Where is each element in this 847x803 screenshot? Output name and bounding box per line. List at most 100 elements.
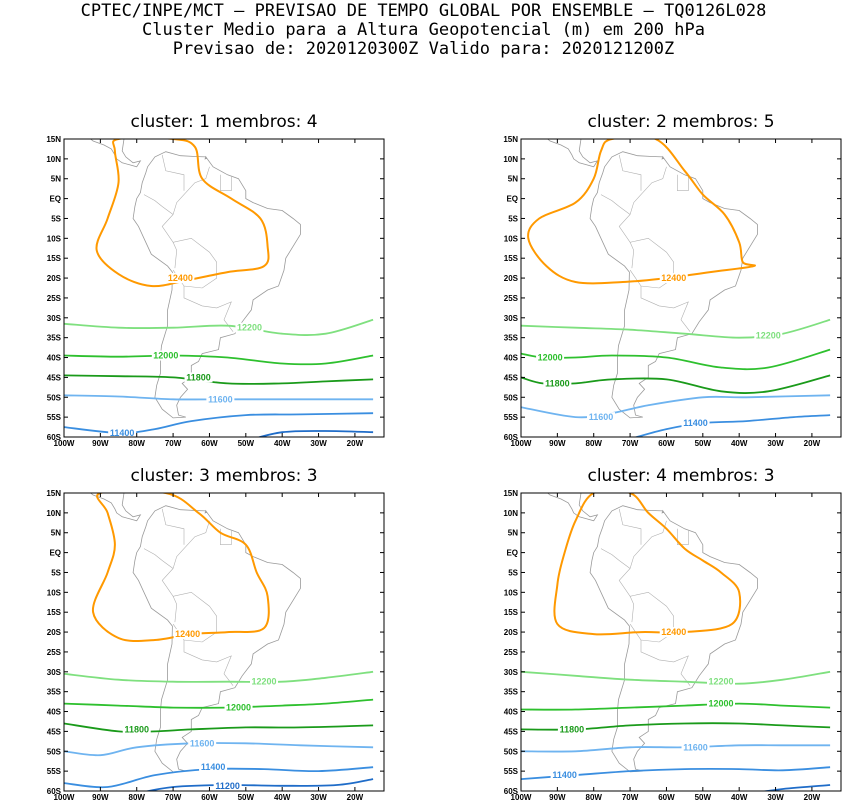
lat-label: 15S (504, 254, 519, 263)
contour-label-12000: 12000 (538, 353, 563, 363)
lon-label: 60W (658, 439, 675, 448)
lat-label: 60S (504, 433, 519, 442)
country-border (161, 154, 185, 191)
lon-label: 30W (310, 793, 327, 802)
lat-label: 5S (51, 568, 61, 577)
lon-label: 100W (54, 793, 75, 802)
contour-label-bg (250, 676, 278, 687)
lat-label: 35S (47, 688, 62, 697)
contour-label-11600: 11600 (683, 742, 708, 752)
lat-label: 45S (504, 727, 519, 736)
country-border (172, 596, 178, 623)
lon-label: 40W (731, 439, 748, 448)
lat-label: 30S (504, 668, 519, 677)
coastline-south-america (132, 505, 301, 773)
lat-label: 35S (47, 334, 62, 343)
contour-label-bg (707, 676, 735, 687)
contour-label-12000: 12000 (708, 699, 733, 709)
contour-label-bg (707, 698, 735, 709)
contour-label-11600: 11600 (190, 738, 215, 748)
lat-label: 60S (47, 433, 62, 442)
contour-label-12400: 12400 (175, 629, 200, 639)
island-outline (204, 155, 208, 160)
country-border (143, 194, 174, 215)
contour-label-bg (235, 322, 264, 333)
lon-label: 100W (54, 439, 75, 448)
contour-label-bg (681, 418, 710, 429)
lat-label: EQ (49, 549, 61, 558)
lon-label: 70W (165, 793, 182, 802)
contour-label-bg (188, 738, 217, 749)
lon-label: 80W (586, 439, 603, 448)
contour-line-12200 (64, 670, 374, 683)
contour-label-11400: 11400 (110, 428, 135, 438)
map-frame (520, 138, 842, 438)
contour-label-bg (536, 352, 565, 363)
lat-label: 50S (47, 393, 62, 402)
contour-label-bg (587, 412, 615, 423)
panel-title-cluster-2: cluster: 2 membros: 5 (587, 112, 775, 132)
contour-label-bg (659, 273, 688, 284)
lon-label: 50W (695, 439, 712, 448)
coastline-south-america (589, 505, 758, 773)
lon-label: 90W (92, 793, 109, 802)
lon-label: 30W (767, 793, 784, 802)
lon-label: 70W (165, 439, 182, 448)
lat-label: 15N (503, 489, 518, 498)
lat-label: EQ (49, 195, 61, 204)
island-outline (661, 509, 665, 514)
lat-label: 50S (47, 747, 62, 756)
lat-label: 25S (47, 648, 62, 657)
country-border (640, 286, 691, 332)
lat-label: 40S (504, 354, 519, 363)
island-outline (616, 475, 636, 482)
country-border (161, 508, 185, 545)
lon-label: 70W (622, 439, 639, 448)
contour-label-bg (199, 762, 228, 773)
lat-label: 10S (504, 234, 519, 243)
contour-label-12400: 12400 (661, 273, 686, 283)
coastline-south-america (132, 151, 301, 419)
country-border (677, 528, 689, 545)
lat-label: 10S (47, 234, 62, 243)
lon-label: 80W (129, 439, 146, 448)
contour-label-11800: 11800 (186, 372, 211, 382)
lat-label: 45S (504, 373, 519, 382)
lat-label: 10S (47, 588, 62, 597)
contour-label-bg (550, 770, 579, 781)
country-border (629, 596, 635, 623)
contour-line-12200 (521, 318, 831, 339)
coastline-central-america (90, 493, 142, 522)
contour-line-11800 (64, 722, 374, 733)
contour-label-11400: 11400 (201, 762, 226, 772)
country-border (220, 174, 232, 191)
contour-label-12200: 12200 (251, 677, 276, 687)
panel-title-cluster-4: cluster: 4 membros: 3 (587, 466, 775, 486)
contour-label-12200: 12200 (756, 331, 781, 341)
contour-label-11600: 11600 (208, 394, 233, 404)
lat-label: 20S (47, 274, 62, 283)
lat-label: 15S (47, 254, 62, 263)
contour-line-11800 (64, 374, 374, 385)
lat-label: 20S (504, 274, 519, 283)
lat-label: 55S (47, 413, 62, 422)
lat-label: 10N (503, 509, 518, 518)
lon-label: 50W (695, 793, 712, 802)
lat-label: 50S (504, 393, 519, 402)
lat-label: 40S (504, 708, 519, 717)
lat-label: 35S (504, 688, 519, 697)
country-border (600, 548, 631, 569)
island-outline (204, 509, 208, 514)
contour-label-bg (206, 394, 235, 405)
lon-label: 50W (238, 793, 255, 802)
lon-label: 30W (310, 439, 327, 448)
lat-label: 15N (503, 135, 518, 144)
coastline-central-america (90, 139, 142, 168)
contour-label-11200: 11200 (215, 781, 240, 791)
lat-label: 5N (51, 529, 61, 538)
contour-label-12200: 12200 (237, 323, 262, 333)
lat-label: 60S (47, 787, 62, 796)
contour-label-11600: 11600 (589, 412, 614, 422)
contour-line-12200 (521, 670, 831, 685)
